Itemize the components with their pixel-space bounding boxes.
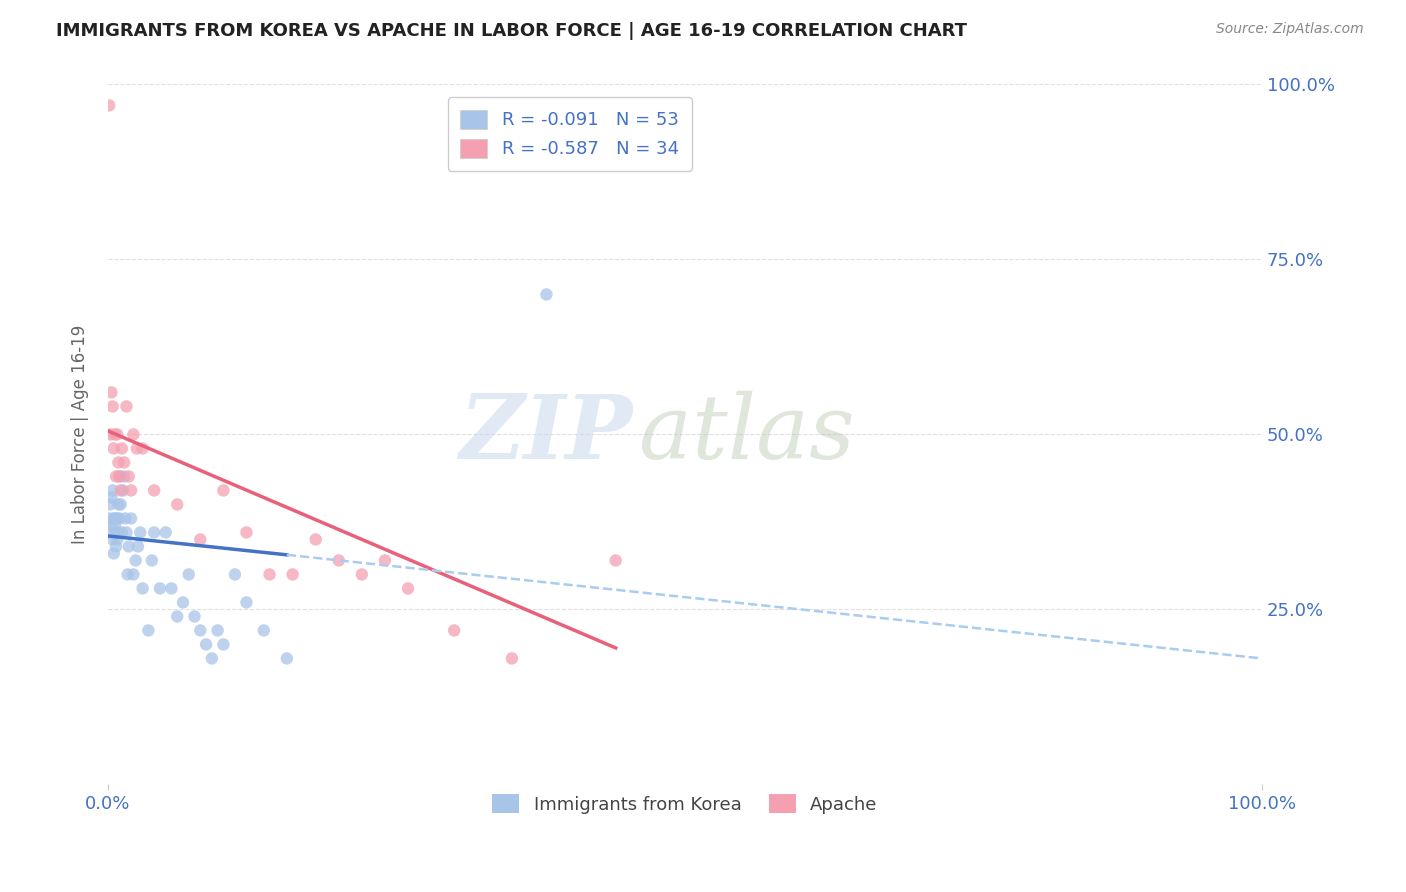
- Point: [115, 400, 138, 414]
- Point: [160, 582, 183, 596]
- Point: [374, 553, 396, 567]
- Point: [107, 455, 129, 469]
- Point: [100, 518, 122, 533]
- Point: [166, 498, 188, 512]
- Point: [235, 595, 257, 609]
- Point: [114, 511, 136, 525]
- Point: [98, 511, 121, 525]
- Point: [138, 624, 160, 638]
- Point: [305, 533, 328, 547]
- Point: [100, 385, 122, 400]
- Point: [501, 651, 523, 665]
- Point: [98, 525, 121, 540]
- Point: [125, 553, 148, 567]
- Point: [281, 567, 304, 582]
- Point: [101, 400, 124, 414]
- Point: [112, 469, 135, 483]
- Point: [143, 483, 166, 498]
- Point: [105, 525, 128, 540]
- Point: [122, 427, 145, 442]
- Point: [605, 553, 627, 567]
- Point: [224, 567, 246, 582]
- Point: [177, 567, 200, 582]
- Point: [149, 582, 172, 596]
- Point: [103, 511, 125, 525]
- Text: Source: ZipAtlas.com: Source: ZipAtlas.com: [1216, 22, 1364, 37]
- Point: [100, 491, 122, 505]
- Point: [98, 498, 121, 512]
- Point: [115, 525, 138, 540]
- Point: [103, 546, 125, 560]
- Point: [183, 609, 205, 624]
- Point: [396, 582, 419, 596]
- Point: [111, 525, 134, 540]
- Point: [120, 483, 142, 498]
- Point: [105, 540, 128, 554]
- Point: [259, 567, 281, 582]
- Point: [207, 624, 229, 638]
- Point: [108, 469, 131, 483]
- Point: [117, 567, 139, 582]
- Point: [172, 595, 194, 609]
- Point: [111, 483, 134, 498]
- Point: [98, 98, 121, 112]
- Point: [118, 540, 141, 554]
- Text: atlas: atlas: [638, 391, 855, 478]
- Point: [125, 442, 148, 456]
- Point: [443, 624, 465, 638]
- Point: [127, 540, 149, 554]
- Point: [253, 624, 276, 638]
- Point: [108, 469, 131, 483]
- Point: [105, 533, 128, 547]
- Point: [166, 609, 188, 624]
- Text: ZIP: ZIP: [460, 392, 633, 478]
- Point: [110, 483, 132, 498]
- Point: [122, 567, 145, 582]
- Point: [107, 498, 129, 512]
- Legend: Immigrants from Korea, Apache: Immigrants from Korea, Apache: [481, 783, 889, 824]
- Point: [111, 442, 134, 456]
- Point: [131, 442, 153, 456]
- Point: [118, 469, 141, 483]
- Point: [105, 511, 128, 525]
- Point: [112, 455, 135, 469]
- Point: [143, 525, 166, 540]
- Point: [195, 637, 218, 651]
- Point: [105, 469, 128, 483]
- Point: [108, 511, 131, 525]
- Text: IMMIGRANTS FROM KOREA VS APACHE IN LABOR FORCE | AGE 16-19 CORRELATION CHART: IMMIGRANTS FROM KOREA VS APACHE IN LABOR…: [56, 22, 967, 40]
- Point: [110, 498, 132, 512]
- Point: [201, 651, 224, 665]
- Point: [103, 442, 125, 456]
- Point: [141, 553, 163, 567]
- Point: [328, 553, 350, 567]
- Point: [212, 483, 235, 498]
- Point: [98, 427, 121, 442]
- Point: [188, 624, 211, 638]
- Point: [129, 525, 152, 540]
- Point: [188, 533, 211, 547]
- Point: [120, 511, 142, 525]
- Point: [101, 533, 124, 547]
- Point: [155, 525, 177, 540]
- Point: [104, 511, 127, 525]
- Point: [235, 525, 257, 540]
- Point: [276, 651, 298, 665]
- Point: [107, 525, 129, 540]
- Point: [105, 427, 128, 442]
- Point: [101, 483, 124, 498]
- Point: [131, 582, 153, 596]
- Point: [212, 637, 235, 651]
- Point: [350, 567, 373, 582]
- Y-axis label: In Labor Force | Age 16-19: In Labor Force | Age 16-19: [72, 325, 89, 544]
- Point: [536, 287, 558, 301]
- Point: [104, 427, 127, 442]
- Point: [104, 518, 127, 533]
